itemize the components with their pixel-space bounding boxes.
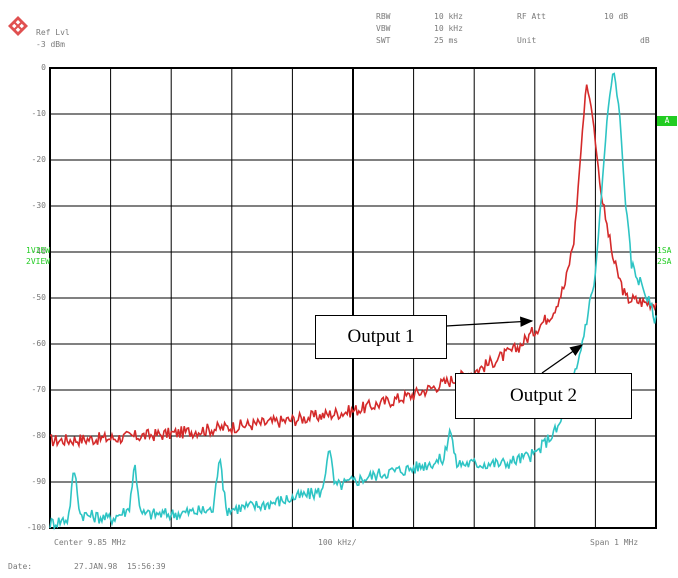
rbw-label: RBW xyxy=(376,12,391,21)
vbw-value: 10 kHz xyxy=(434,24,463,33)
date-value: 27.JAN.98 15:56:39 xyxy=(74,562,166,571)
output2-callout: Output 2 xyxy=(455,373,632,419)
swt-value: 25 ms xyxy=(434,36,459,45)
y-tick-label: -80 xyxy=(31,431,46,440)
right-sa2-label: 2SA xyxy=(657,257,672,266)
division-frequency: 100 kHz/ xyxy=(318,538,357,547)
rf-att-value: 10 dB xyxy=(604,12,629,21)
y-tick-label: -30 xyxy=(31,201,46,210)
ref-lvl-label: Ref Lvl xyxy=(36,28,70,37)
y-tick-label: -90 xyxy=(31,477,46,486)
swt-label: SWT xyxy=(376,36,391,45)
vbw-label: VBW xyxy=(376,24,391,33)
rbw-value: 10 kHz xyxy=(434,12,463,21)
output1-callout: Output 1 xyxy=(315,315,447,359)
date-label: Date: xyxy=(8,562,33,571)
y-tick-label: -40 xyxy=(31,247,46,256)
center-frequency: Center 9.85 MHz xyxy=(54,538,127,547)
y-tick-label: -50 xyxy=(31,293,46,302)
y-tick-label: -10 xyxy=(31,109,46,118)
right-sa1-label: 1SA xyxy=(657,246,672,255)
trace-output1 xyxy=(49,84,657,449)
output1-arrow xyxy=(445,316,534,327)
y-tick-label: -20 xyxy=(31,155,46,164)
trace-output2 xyxy=(49,72,657,531)
unit-value: dB xyxy=(640,36,650,45)
y-tick-label: 0 xyxy=(41,63,46,72)
span-frequency: Span 1 MHz xyxy=(590,538,639,547)
ref-lvl-value: -3 dBm xyxy=(36,40,65,49)
y-tick-label: -100 xyxy=(26,523,46,532)
y-tick-label: -60 xyxy=(31,339,46,348)
trace1-view-label: 1VIEW xyxy=(26,246,51,255)
right-marker-a: A xyxy=(657,116,677,126)
trace2-view-label: 2VIEW xyxy=(26,257,51,266)
unit-label: Unit xyxy=(517,36,537,45)
y-tick-label: -70 xyxy=(31,385,46,394)
output2-arrow xyxy=(541,344,584,374)
rf-att-label: RF Att xyxy=(517,12,546,21)
rohde-schwarz-logo-icon xyxy=(8,16,28,36)
